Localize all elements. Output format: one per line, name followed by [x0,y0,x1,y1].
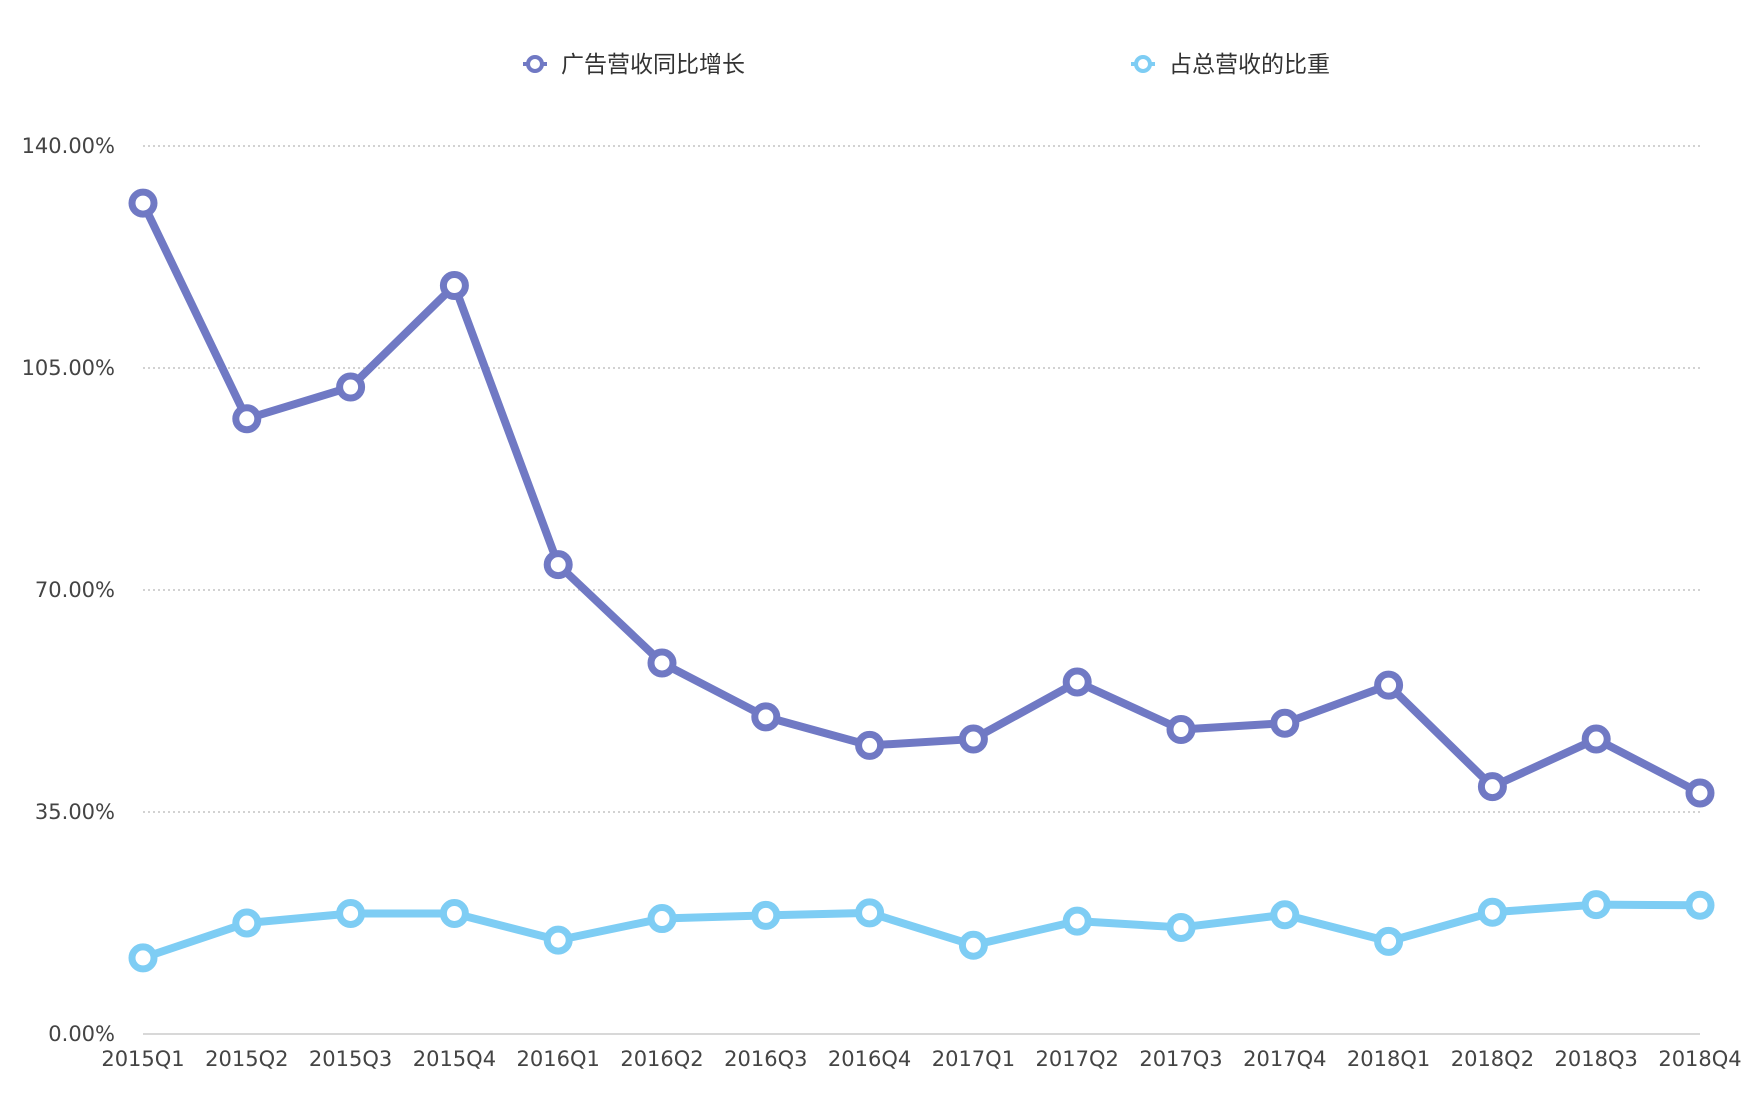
data-point[interactable] [1166,715,1196,745]
data-point[interactable] [958,930,988,960]
data-point[interactable] [1062,667,1092,697]
data-point[interactable] [1270,900,1300,930]
x-tick-label: 2016Q2 [620,1047,703,1071]
data-point[interactable] [128,943,158,973]
y-tick-label: 140.00% [22,134,115,158]
x-tick-label: 2016Q4 [828,1047,911,1071]
x-tick-label: 2015Q4 [413,1047,496,1071]
data-point[interactable] [232,908,262,938]
y-tick-label: 70.00% [35,578,115,602]
legend-marker-icon [526,55,544,73]
x-tick-label: 2018Q3 [1555,1047,1638,1071]
x-tick-label: 2015Q2 [205,1047,288,1071]
x-tick-label: 2017Q1 [932,1047,1015,1071]
x-tick-label: 2016Q3 [724,1047,807,1071]
data-point[interactable] [1166,912,1196,942]
x-tick-label: 2017Q4 [1243,1047,1326,1071]
data-point[interactable] [647,648,677,678]
data-point[interactable] [543,925,573,955]
x-tick-label: 2017Q3 [1139,1047,1222,1071]
data-point[interactable] [855,898,885,928]
data-point[interactable] [1374,926,1404,956]
data-point[interactable] [647,904,677,934]
data-point[interactable] [439,898,469,928]
series-line [139,199,1704,797]
legend-label: 广告营收同比增长 [561,52,745,78]
x-tick-label: 2018Q4 [1658,1047,1741,1071]
x-tick-label: 2015Q1 [101,1047,184,1071]
grid-lines [143,145,1700,813]
data-point[interactable] [1477,897,1507,927]
x-tick-label: 2016Q1 [517,1047,600,1071]
data-point[interactable] [751,900,781,930]
series-line [139,900,1704,962]
series-group [128,188,1715,808]
y-tick-label: 105.00% [22,356,115,380]
series-group [128,890,1715,973]
y-tick-label: 35.00% [35,800,115,824]
legend-label: 占总营收的比重 [1169,52,1330,78]
data-point[interactable] [1581,890,1611,920]
legend-item[interactable]: 广告营收同比增长 [523,52,745,78]
data-point[interactable] [336,372,366,402]
data-point[interactable] [336,898,366,928]
series-lines [128,188,1715,973]
data-point[interactable] [1062,906,1092,936]
legend-marker-icon [1134,55,1152,73]
x-tick-label: 2015Q3 [309,1047,392,1071]
x-tick-label: 2018Q1 [1347,1047,1430,1071]
data-point[interactable] [1685,778,1715,808]
x-tick-label: 2017Q2 [1036,1047,1119,1071]
legend-item[interactable]: 占总营收的比重 [1131,52,1330,78]
axes: 0.00% 35.00% 70.00% 105.00% 140.00% 2015Q1 201… [22,134,1742,1071]
legend: 广告营收同比增长 占总营收的比重 [523,52,1330,78]
data-point[interactable] [1581,724,1611,754]
data-point[interactable] [439,271,469,301]
x-tick-label: 2018Q2 [1451,1047,1534,1071]
data-point[interactable] [1270,708,1300,738]
data-point[interactable] [958,724,988,754]
data-point[interactable] [543,550,573,580]
data-point[interactable] [1685,890,1715,920]
data-point[interactable] [1477,772,1507,802]
y-tick-label: 0.00% [48,1022,115,1046]
data-point[interactable] [855,730,885,760]
data-point[interactable] [128,188,158,218]
data-point[interactable] [232,404,262,434]
data-point[interactable] [751,702,781,732]
data-point[interactable] [1374,670,1404,700]
